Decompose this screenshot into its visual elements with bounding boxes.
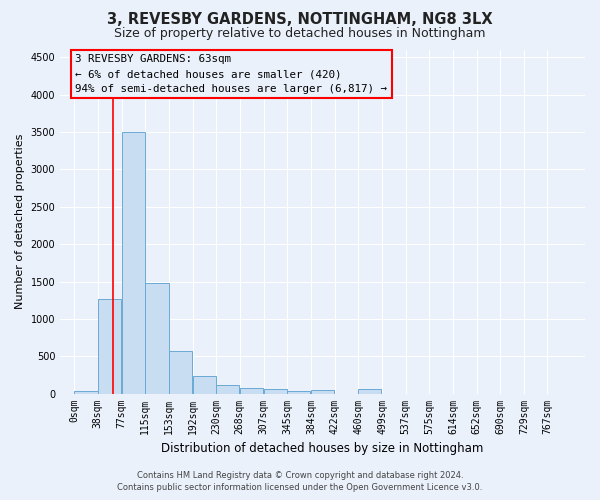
Y-axis label: Number of detached properties: Number of detached properties <box>15 134 25 310</box>
Bar <box>358 390 382 394</box>
Bar <box>74 390 98 394</box>
Bar <box>287 390 310 394</box>
X-axis label: Distribution of detached houses by size in Nottingham: Distribution of detached houses by size … <box>161 442 484 455</box>
Bar <box>216 385 239 394</box>
Bar <box>240 388 263 394</box>
Bar <box>311 390 334 394</box>
Bar <box>122 132 145 394</box>
Bar <box>169 351 192 394</box>
Bar <box>193 376 216 394</box>
Text: 3 REVESBY GARDENS: 63sqm
← 6% of detached houses are smaller (420)
94% of semi-d: 3 REVESBY GARDENS: 63sqm ← 6% of detache… <box>76 54 388 94</box>
Bar <box>145 283 169 394</box>
Text: Contains HM Land Registry data © Crown copyright and database right 2024.
Contai: Contains HM Land Registry data © Crown c… <box>118 471 482 492</box>
Text: Size of property relative to detached houses in Nottingham: Size of property relative to detached ho… <box>114 28 486 40</box>
Bar <box>98 298 121 394</box>
Bar <box>264 390 287 394</box>
Text: 3, REVESBY GARDENS, NOTTINGHAM, NG8 3LX: 3, REVESBY GARDENS, NOTTINGHAM, NG8 3LX <box>107 12 493 28</box>
